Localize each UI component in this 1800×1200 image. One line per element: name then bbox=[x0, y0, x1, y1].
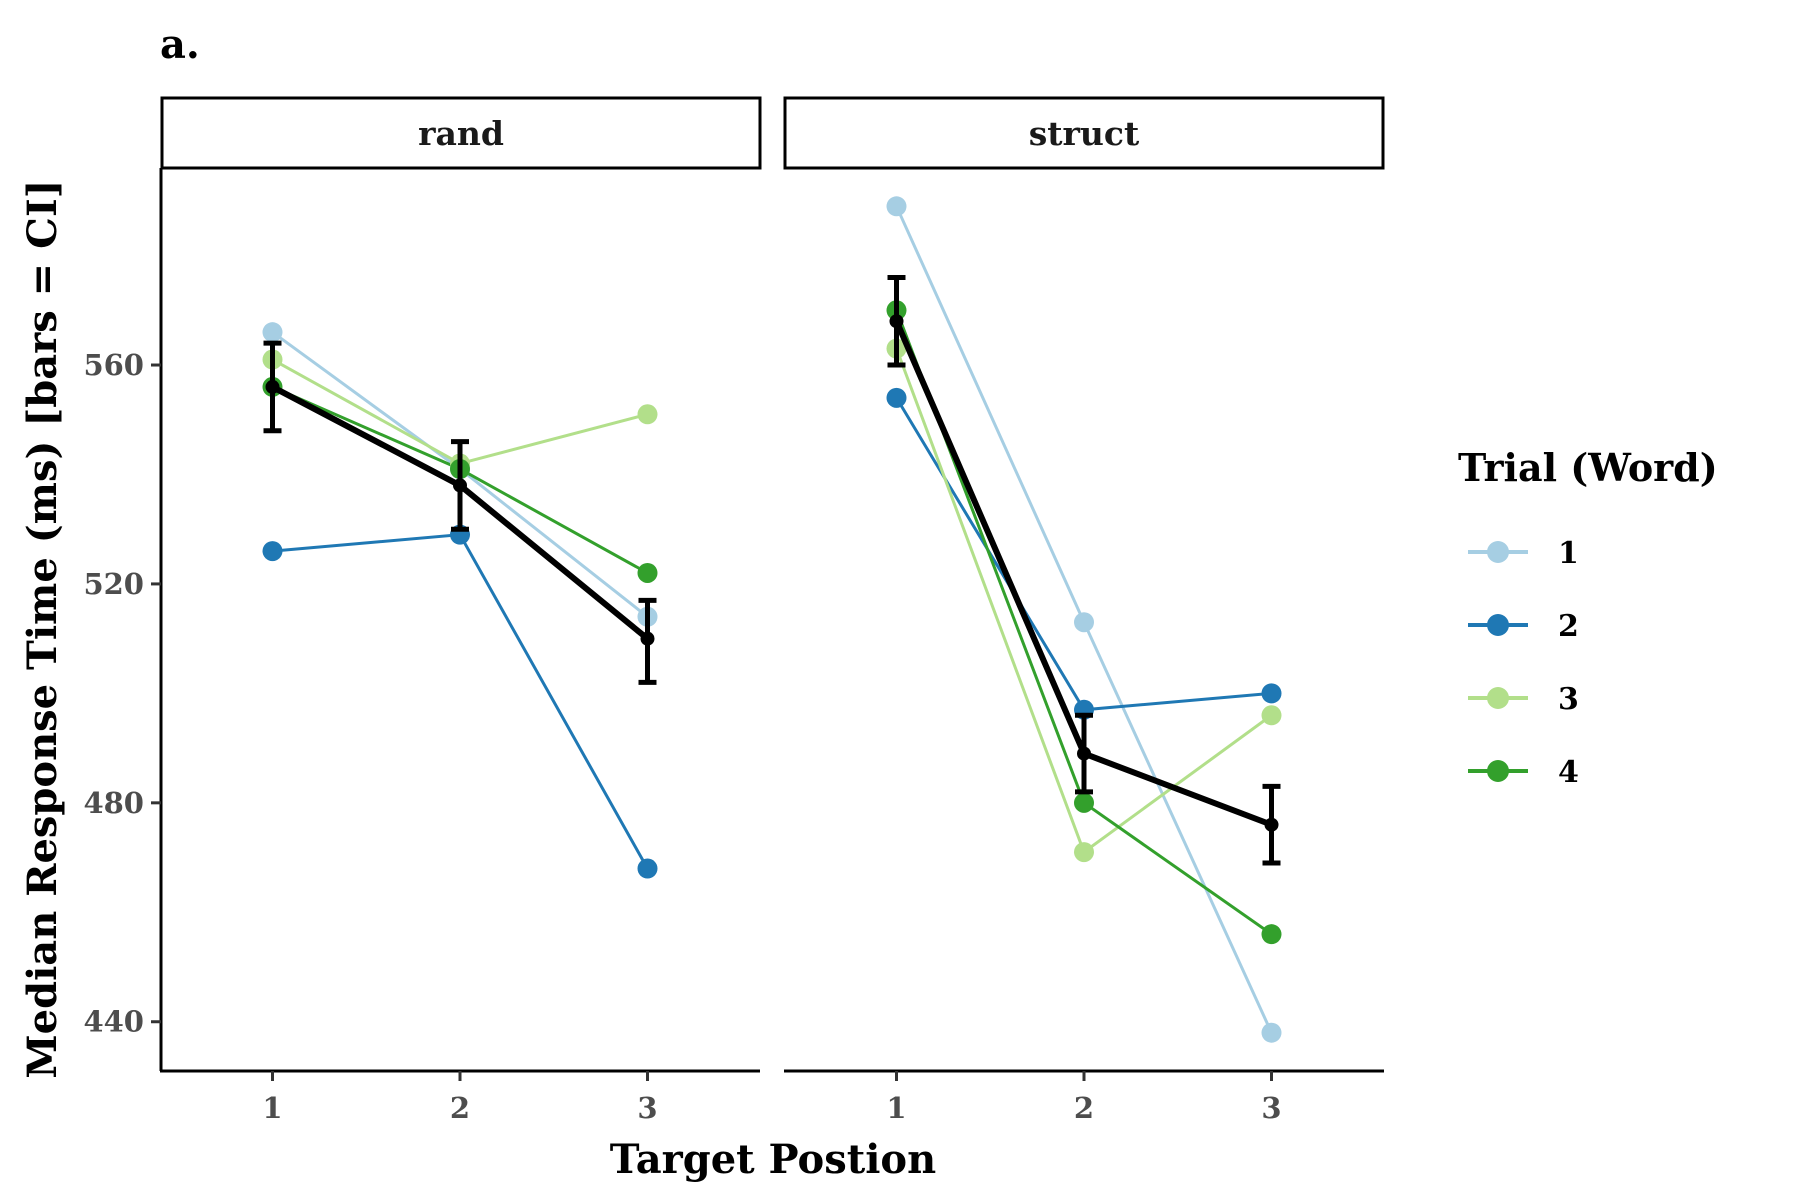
mean-point bbox=[265, 379, 280, 394]
strip-label-struct: struct bbox=[1029, 114, 1140, 153]
mean-point bbox=[453, 478, 467, 493]
x-axis-ticks: 1 2 3 1 2 3 bbox=[262, 1071, 1282, 1125]
series-1-point bbox=[262, 322, 283, 343]
legend-label: 1 bbox=[1558, 536, 1579, 571]
y-tick-label: 560 bbox=[83, 348, 144, 382]
mean-point bbox=[640, 631, 655, 646]
legend: Trial (Word) 1 2 3 4 bbox=[1458, 445, 1718, 790]
x-tick-label: 3 bbox=[637, 1091, 657, 1125]
plot-area-rand bbox=[262, 322, 658, 879]
series-3-point bbox=[1074, 842, 1094, 863]
strip-struct-box bbox=[783, 96, 1385, 170]
series-4-point bbox=[637, 562, 658, 583]
x-tick-label: 3 bbox=[1261, 1091, 1281, 1125]
y-tick-label: 440 bbox=[83, 1005, 144, 1039]
x-tick-label: 1 bbox=[886, 1091, 906, 1125]
series-2-line bbox=[272, 533, 649, 870]
series-4-point bbox=[1261, 924, 1282, 945]
legend-key-point bbox=[1487, 760, 1509, 782]
strip-rand-box bbox=[160, 96, 762, 170]
series-1-point bbox=[886, 196, 907, 217]
legend-label: 2 bbox=[1558, 609, 1579, 644]
figure-tag: a. bbox=[160, 21, 200, 68]
x-axis-title: Target Postion bbox=[610, 1136, 936, 1183]
x-tick-label: 2 bbox=[450, 1091, 470, 1125]
legend-key-point bbox=[1487, 687, 1509, 709]
legend-key-point bbox=[1487, 541, 1509, 563]
mean-point bbox=[1264, 817, 1279, 832]
mean-point bbox=[889, 314, 904, 329]
legend-label: 3 bbox=[1558, 682, 1579, 717]
legend-label: 4 bbox=[1558, 755, 1579, 790]
y-tick-label: 480 bbox=[83, 786, 144, 820]
series-2-point bbox=[637, 858, 658, 879]
series-2-point bbox=[1261, 683, 1282, 704]
y-axis-ticks: 440 480 520 560 bbox=[83, 348, 161, 1039]
y-axis-title: Median Response Time (ms) [bars = CI] bbox=[19, 179, 66, 1078]
mean-point bbox=[1077, 746, 1091, 761]
legend-items: 1 2 3 4 bbox=[1468, 536, 1579, 790]
series-1-point bbox=[1261, 1022, 1282, 1043]
x-tick-label: 1 bbox=[262, 1091, 282, 1125]
series-2-point bbox=[886, 387, 907, 408]
series-1-point bbox=[1074, 612, 1094, 633]
x-tick-label: 2 bbox=[1074, 1091, 1094, 1125]
series-3-point bbox=[637, 404, 658, 425]
series-4-point bbox=[1074, 792, 1094, 813]
y-tick-label: 520 bbox=[83, 567, 144, 601]
plot-area-struct bbox=[886, 196, 1282, 1043]
panel-struct: struct bbox=[783, 96, 1385, 1073]
series-2-point bbox=[262, 541, 283, 562]
series-3-point bbox=[1261, 705, 1282, 726]
panel-rand: rand bbox=[159, 96, 762, 1073]
legend-key-point bbox=[1487, 614, 1509, 636]
legend-title: Trial (Word) bbox=[1458, 445, 1718, 490]
strip-label-rand: rand bbox=[418, 114, 504, 153]
